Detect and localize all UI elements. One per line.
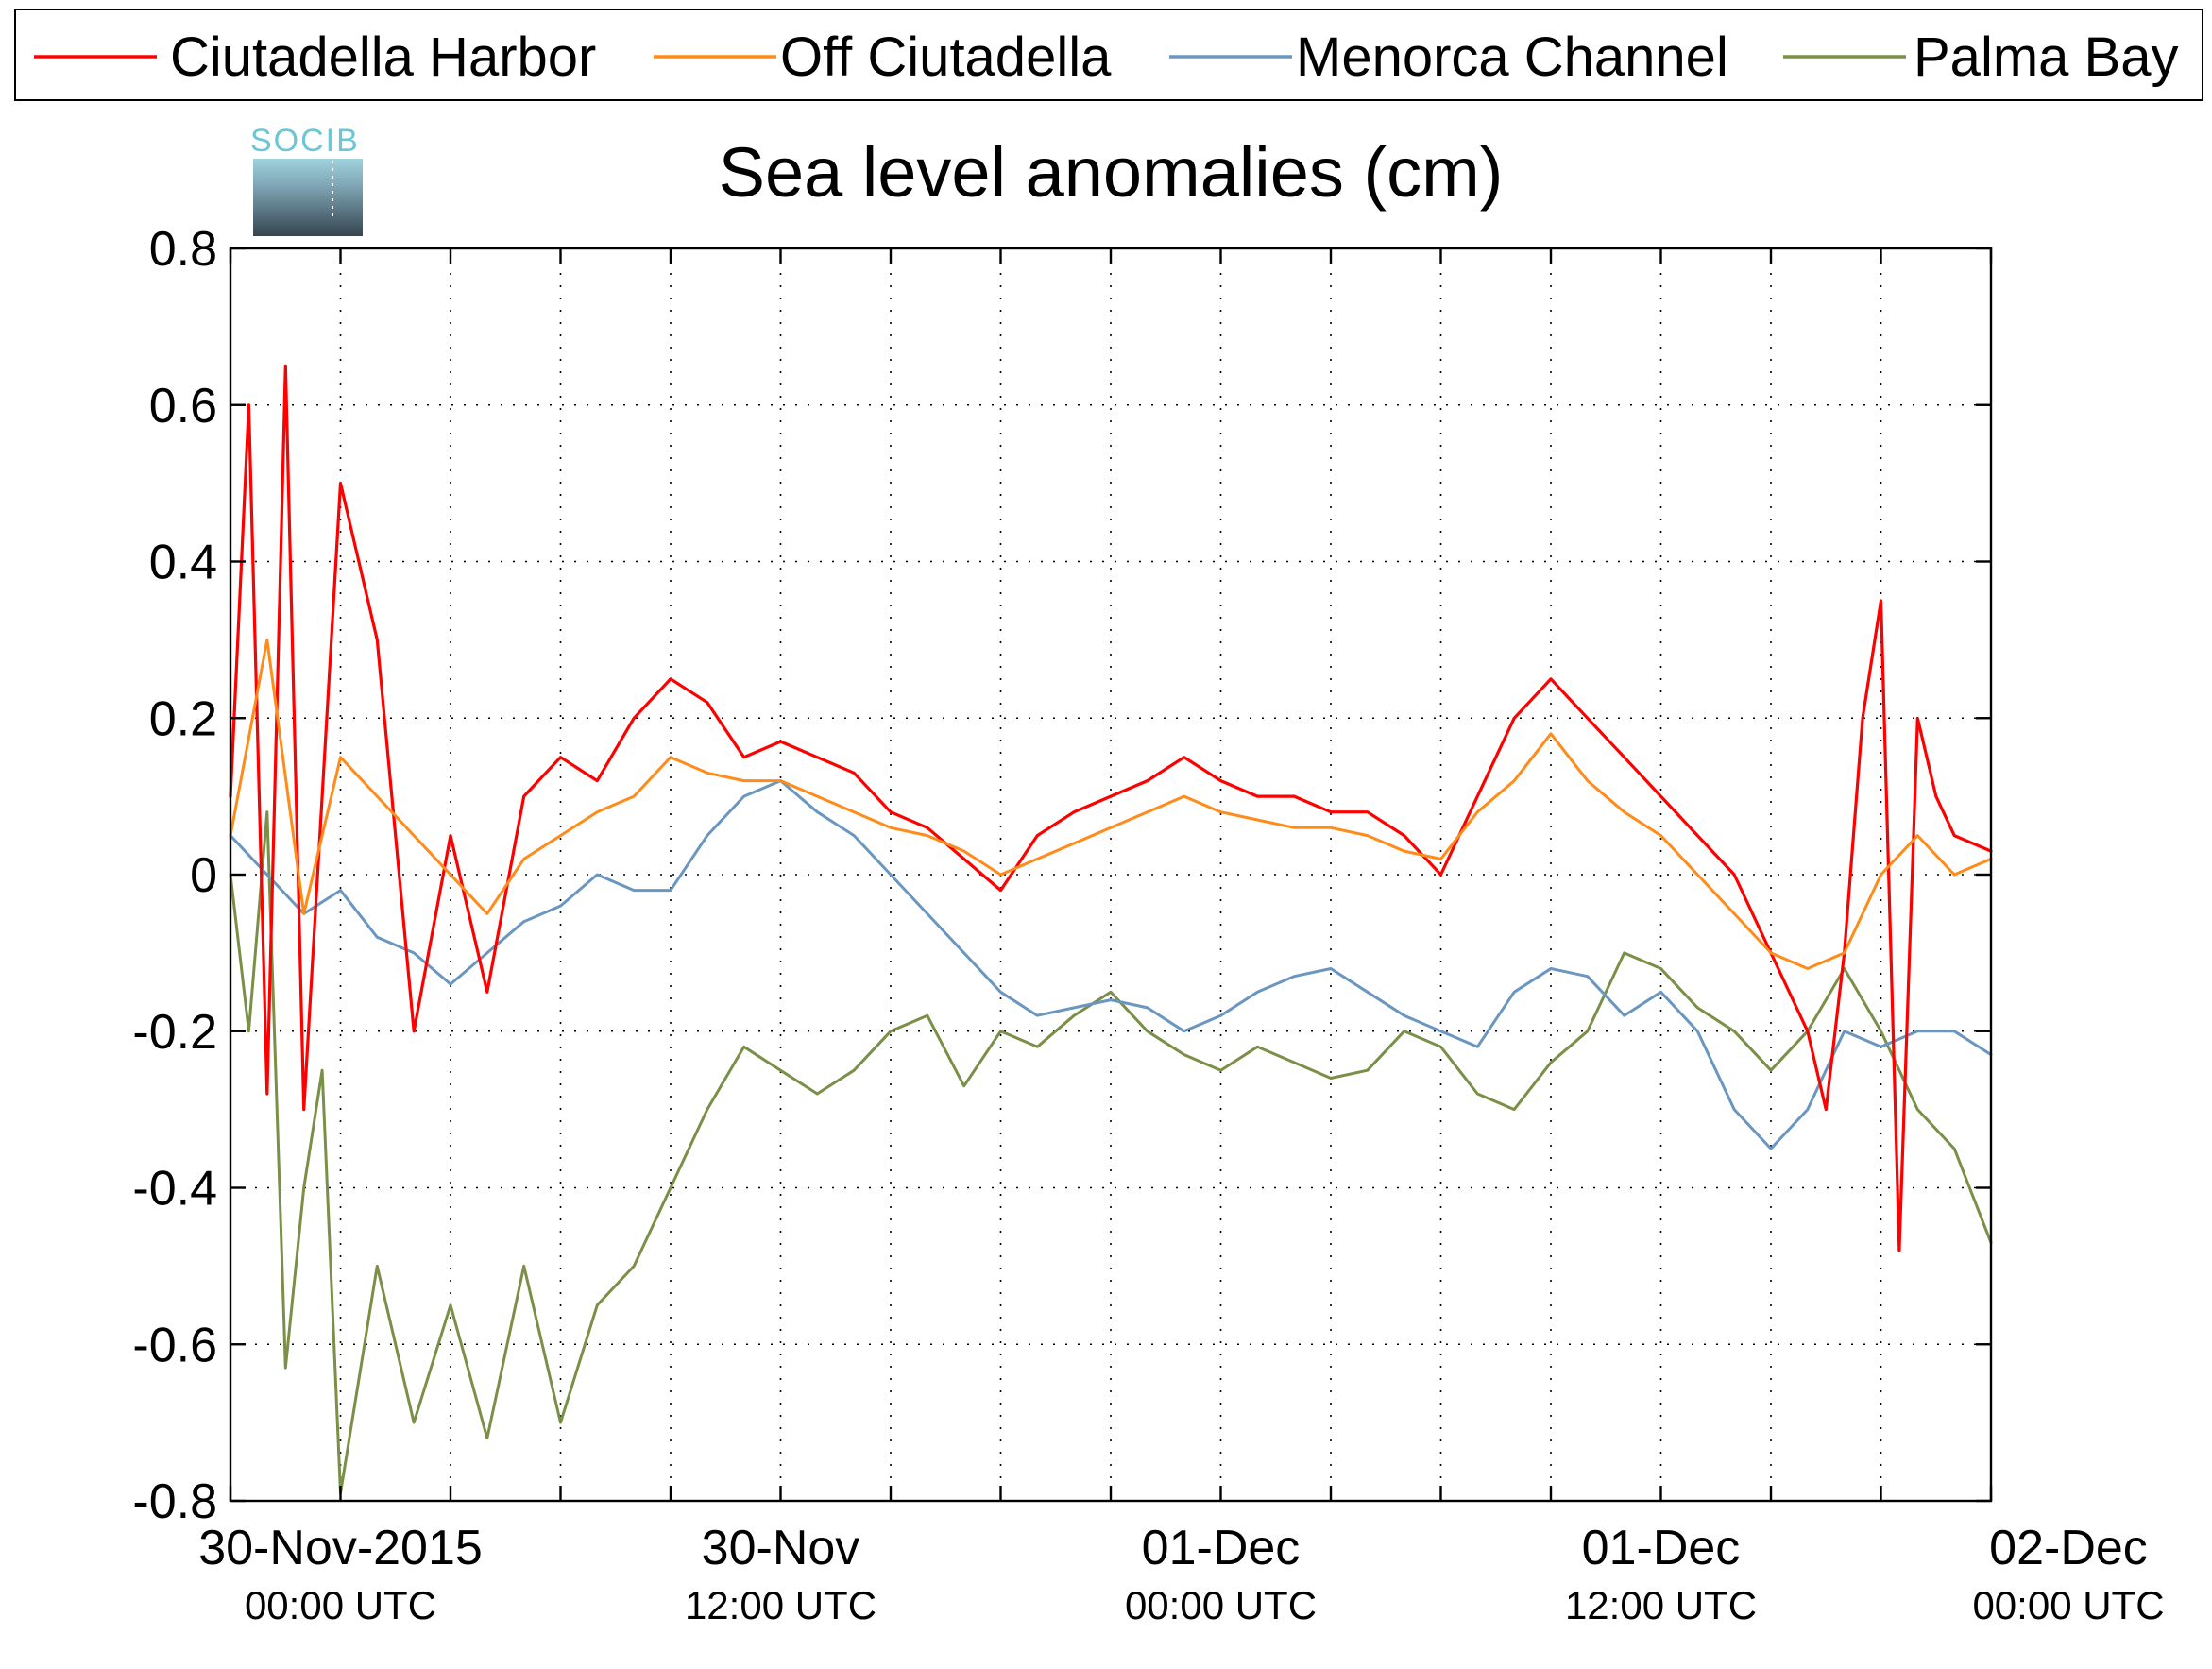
series-line-palma-bay bbox=[229, 810, 1993, 1495]
series-line-menorca-channel bbox=[229, 779, 1993, 1150]
x-tick-sublabel: 12:00 UTC bbox=[1565, 1583, 1757, 1627]
grid bbox=[230, 248, 1991, 1501]
x-tick-sublabel: 12:00 UTC bbox=[685, 1583, 876, 1627]
legend-label: Menorca Channel bbox=[1296, 26, 1728, 88]
x-tick-label: 01-Dec bbox=[1142, 1521, 1301, 1575]
x-tick-label: 01-Dec bbox=[1582, 1521, 1741, 1575]
legend: Ciutadella Harbor Off Ciutadella Menorca C… bbox=[14, 9, 2203, 101]
logo-wave-image bbox=[253, 159, 363, 236]
x-tick-label: 02-Dec bbox=[1989, 1521, 2148, 1575]
series-group bbox=[229, 364, 1993, 1495]
y-tick-label: 0.4 bbox=[149, 536, 217, 590]
legend-label: Ciutadella Harbor bbox=[170, 26, 596, 88]
legend-label: Palma Bay bbox=[1914, 26, 2178, 88]
y-tick-label: 0 bbox=[190, 848, 217, 903]
y-tick-labels: 0.8 0.6 0.4 0.2 0 -0.2 -0.4 -0.6 -0.8 bbox=[132, 222, 217, 1529]
x-tick-labels: 30-Nov-2015 00:00 UTC 30-Nov 12:00 UTC 01-De… bbox=[198, 1521, 2164, 1627]
y-tick-label: 0.8 bbox=[149, 222, 217, 277]
ticks bbox=[229, 247, 1993, 1503]
x-tick-sublabel: 00:00 UTC bbox=[245, 1583, 436, 1627]
x-tick-sublabel: 00:00 UTC bbox=[1125, 1583, 1317, 1627]
x-tick-label: 30-Nov bbox=[702, 1521, 860, 1575]
y-tick-label: 0.6 bbox=[149, 379, 217, 434]
legend-box bbox=[14, 9, 2203, 101]
y-tick-label: -0.8 bbox=[132, 1474, 217, 1529]
y-tick-label: -0.2 bbox=[132, 1005, 217, 1060]
chart-title: Sea level anomalies (cm) bbox=[719, 133, 1504, 212]
socib-logo: SOCIB bbox=[250, 123, 363, 236]
x-tick-label: 30-Nov-2015 bbox=[198, 1521, 483, 1575]
y-tick-label: 0.2 bbox=[149, 691, 217, 746]
y-tick-label: -0.4 bbox=[132, 1162, 217, 1217]
x-tick-sublabel: 00:00 UTC bbox=[1972, 1583, 2164, 1627]
legend-label: Off Ciutadella bbox=[780, 26, 1112, 88]
series-line-ciutadella-harbor bbox=[229, 364, 1993, 1252]
series-line-off-ciutadella bbox=[229, 638, 1993, 970]
y-tick-label: -0.6 bbox=[132, 1318, 217, 1372]
logo-text: SOCIB bbox=[250, 123, 360, 159]
